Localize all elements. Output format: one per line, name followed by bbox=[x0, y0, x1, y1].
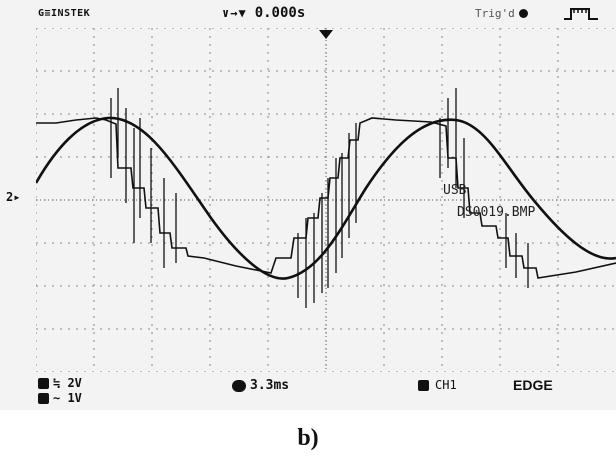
oscilloscope-screen: G≡INSTEK ∨→▼ 0.000s Trig'd 2▸ bbox=[0, 0, 616, 410]
trigger-status-dot-icon bbox=[518, 9, 528, 18]
timebase-readout: 3.3ms bbox=[232, 378, 289, 393]
ch1-scale-row: ≒ 2V bbox=[38, 376, 82, 391]
trigger-source-badge-icon bbox=[418, 379, 429, 391]
main-timebase-icon bbox=[232, 379, 246, 392]
usb-label: USB bbox=[443, 183, 467, 198]
stepped-trace bbox=[36, 117, 616, 279]
ch1-badge-icon bbox=[38, 378, 49, 389]
trigger-type: EDGE bbox=[513, 377, 553, 393]
waveform-display bbox=[36, 28, 616, 372]
trigger-source: CH1 bbox=[418, 378, 457, 392]
trigger-point-marker bbox=[319, 30, 333, 39]
trigger-time-readout: 0.000s bbox=[254, 5, 306, 21]
noise-spikes bbox=[110, 88, 529, 308]
status-bar: G≡INSTEK ∨→▼ 0.000s Trig'd bbox=[0, 0, 616, 28]
ch2-badge-icon bbox=[38, 393, 49, 404]
ch1-volts-per-div: ≒ 2V bbox=[53, 376, 82, 390]
brand-logo: G≡INSTEK bbox=[38, 8, 91, 19]
settings-bar: ≒ 2V ∼ 1V 3.3ms CH1 EDGE bbox=[0, 372, 616, 410]
usb-save-message: USB DS0019.BMP bbox=[443, 180, 535, 224]
trigger-status-label: Trig'd bbox=[475, 7, 515, 20]
trigger-status: Trig'd bbox=[475, 7, 528, 20]
trigger-position-icon: ∨→▼ bbox=[222, 6, 247, 20]
trigger-source-label: CH1 bbox=[435, 378, 457, 392]
saved-file-name: DS0019.BMP bbox=[457, 205, 536, 220]
figure-caption: b) bbox=[297, 425, 319, 451]
timebase-value: 3.3ms bbox=[250, 378, 290, 393]
trigger-position: ∨→▼ 0.000s bbox=[222, 5, 305, 21]
pulse-icon bbox=[564, 8, 598, 20]
sine-trace bbox=[36, 116, 616, 280]
channel-scales: ≒ 2V ∼ 1V bbox=[38, 376, 82, 406]
ch2-scale-row: ∼ 1V bbox=[38, 391, 82, 406]
ch2-volts-per-div: ∼ 1V bbox=[53, 391, 82, 405]
channel-2-ground-marker: 2▸ bbox=[6, 190, 21, 204]
